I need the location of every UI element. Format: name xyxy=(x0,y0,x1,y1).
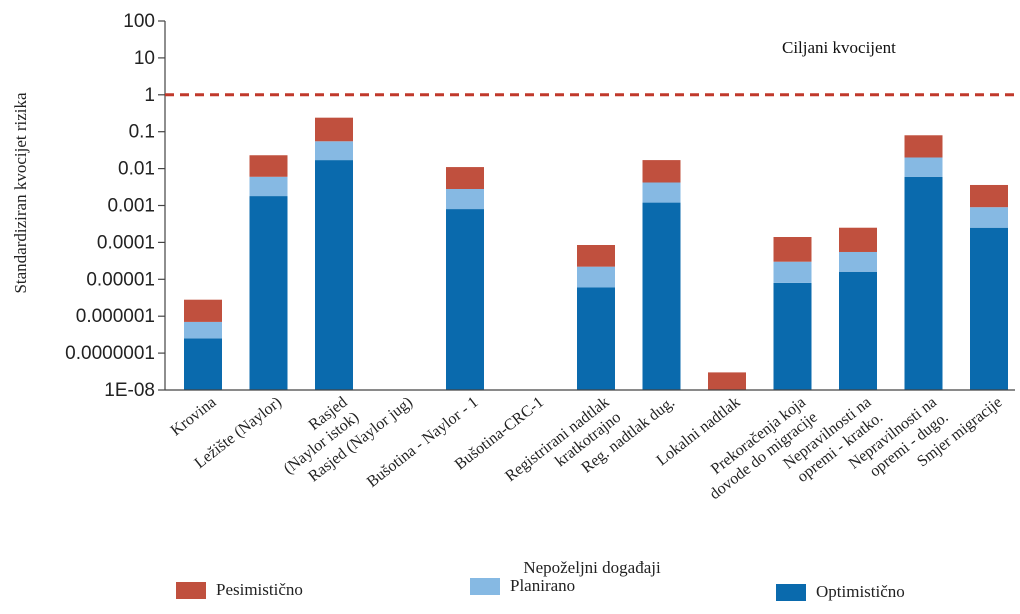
bar-segment-pessimistic xyxy=(315,117,353,142)
bar-segment-planned xyxy=(315,141,353,161)
x-tick-label-line: Bušotina - Naylor - 1 xyxy=(364,394,482,491)
y-tick-label: 0.1 xyxy=(129,122,155,143)
bar-segment-planned xyxy=(773,261,812,283)
bar-segment-planned xyxy=(904,157,943,177)
bar-segment-optimistic xyxy=(315,160,353,390)
bar-segment-optimistic xyxy=(184,338,222,390)
legend-swatch xyxy=(176,582,206,599)
legend-label: Pesimistično xyxy=(216,580,303,599)
y-tick-label: 0.000001 xyxy=(76,306,155,327)
bar-segment-optimistic xyxy=(446,209,484,390)
legend: Pesimistično Planirano Optimistično xyxy=(176,576,905,601)
bar-segment-planned xyxy=(249,176,288,197)
bar-segment-pessimistic xyxy=(839,227,877,252)
bar-segment-optimistic xyxy=(642,202,681,390)
bar-segment-planned xyxy=(446,188,484,210)
bar-segment-pessimistic xyxy=(249,155,288,177)
legend-label: Optimistično xyxy=(816,582,905,601)
x-tick-label: Bušotina - Naylor - 1 xyxy=(364,394,482,491)
y-tick-label: 0.01 xyxy=(118,159,155,180)
y-tick-label: 0.001 xyxy=(107,196,155,217)
bar-segment-planned xyxy=(970,207,1008,228)
y-tick-label: 1 xyxy=(144,85,155,106)
legend-label: Planirano xyxy=(510,576,575,595)
bar-segment-pessimistic xyxy=(904,135,943,158)
legend-swatch xyxy=(776,584,806,601)
bar-segment-optimistic xyxy=(839,271,877,390)
bar-segment-optimistic xyxy=(970,227,1008,390)
y-tick-label: 100 xyxy=(123,11,155,32)
bar-segment-pessimistic xyxy=(184,299,222,322)
bar-segment-planned xyxy=(839,251,877,272)
bar-segment-planned xyxy=(184,321,222,339)
bar-segment-optimistic xyxy=(773,282,812,390)
bar-segment-pessimistic xyxy=(446,167,484,189)
bar-segment-planned xyxy=(642,182,681,203)
y-tick-label: 0.0001 xyxy=(97,232,155,253)
y-tick-label: 0.0000001 xyxy=(65,343,155,364)
reference-line-group: Ciljani kvocijent xyxy=(165,38,1015,97)
y-tick-label: 10 xyxy=(134,48,155,69)
x-tick-label: Krovina xyxy=(168,394,220,440)
bar-segment-pessimistic xyxy=(708,372,746,390)
bar-segment-optimistic xyxy=(577,287,615,390)
bar-segment-pessimistic xyxy=(773,237,812,262)
bar-segment-optimistic xyxy=(249,196,288,390)
legend-swatch xyxy=(470,578,500,595)
y-axis: 100 10 1 0.1 0.01 0.001 0.0001 0.00001 0.000001 0… xyxy=(65,11,166,401)
y-tick-label: 1E-08 xyxy=(104,380,155,401)
x-tick-label-line: Krovina xyxy=(168,394,220,440)
reference-line-label: Ciljani kvocijent xyxy=(782,38,896,57)
bar-segment-pessimistic xyxy=(577,245,615,267)
y-axis-label: Standardiziran kvocijet rizika xyxy=(11,92,30,294)
bar-segment-planned xyxy=(577,266,615,288)
x-axis-label: Nepoželjni događaji xyxy=(523,558,661,577)
bars xyxy=(184,117,1008,390)
bar-segment-optimistic xyxy=(904,176,943,390)
y-tick-label: 0.00001 xyxy=(86,269,155,290)
bar-segment-pessimistic xyxy=(970,184,1008,208)
bar-segment-pessimistic xyxy=(642,160,681,183)
